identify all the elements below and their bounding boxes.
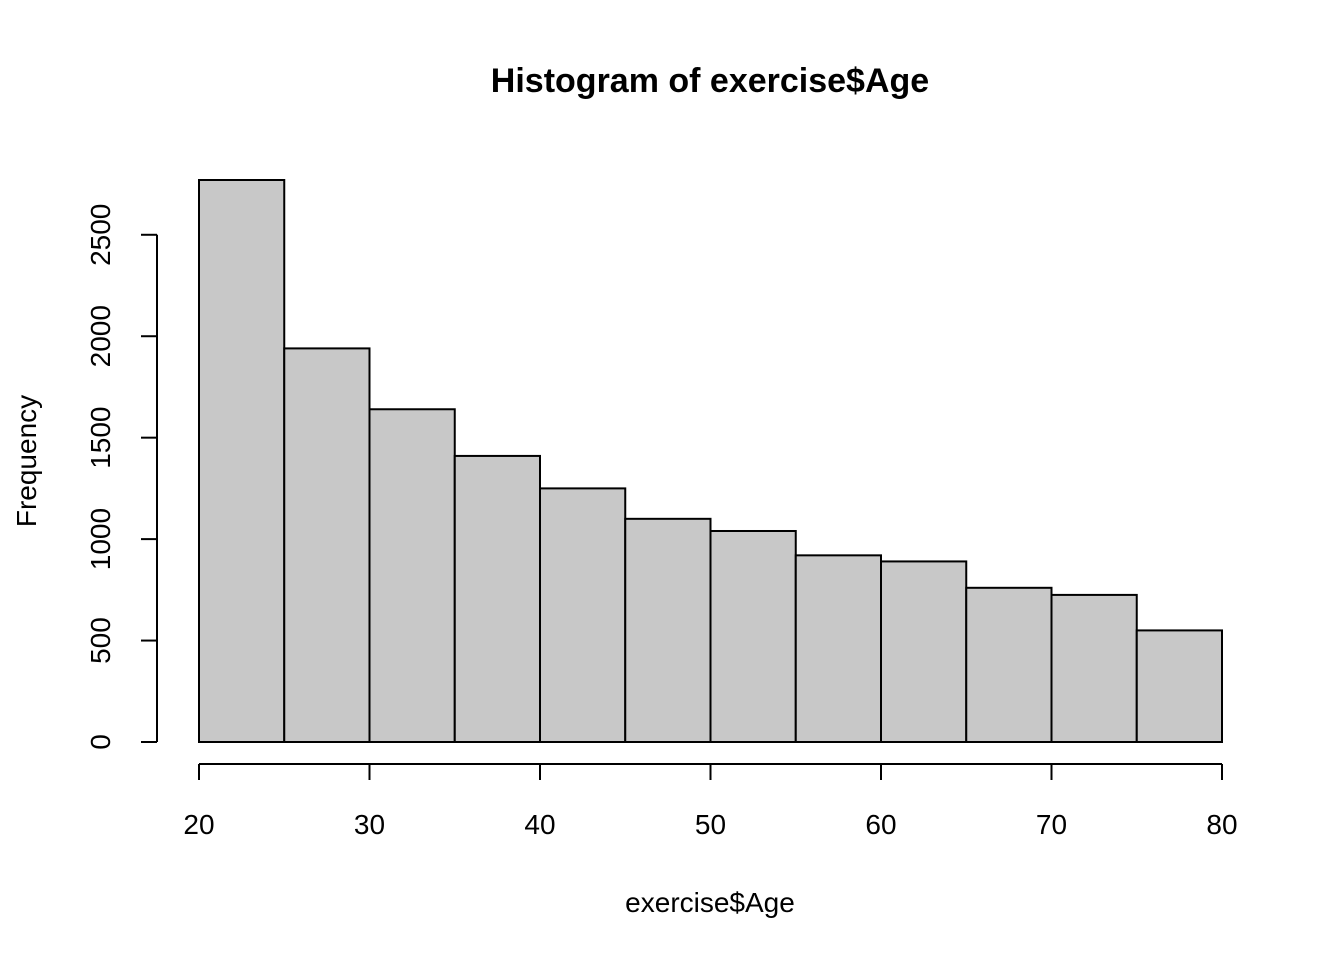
histogram-bar xyxy=(709,529,797,744)
y-axis: 0 500 1000 1500 2000 2500 xyxy=(85,204,158,750)
histogram-bar xyxy=(453,454,541,743)
histogram-bar xyxy=(1135,629,1223,744)
y-tick-label: 500 xyxy=(85,617,116,664)
x-tick-label: 60 xyxy=(865,809,896,840)
chart-title: Histogram of exercise$Age xyxy=(491,62,929,100)
x-axis: 20 30 40 50 60 70 80 xyxy=(183,763,1238,840)
histogram-bar xyxy=(283,347,371,743)
histogram-bar xyxy=(1050,593,1138,743)
y-tick-label: 2500 xyxy=(85,204,116,266)
histogram-bar xyxy=(965,586,1053,743)
y-tick-label: 0 xyxy=(85,734,116,750)
y-tick-label: 2000 xyxy=(85,305,116,367)
x-tick-label: 40 xyxy=(524,809,555,840)
x-tick-label: 80 xyxy=(1206,809,1237,840)
histogram-bar xyxy=(880,560,968,744)
histogram-bar xyxy=(794,554,882,743)
bars-group xyxy=(198,179,1223,744)
x-tick-label: 70 xyxy=(1036,809,1067,840)
histogram-bar xyxy=(624,517,712,744)
y-tick-label: 1000 xyxy=(85,508,116,570)
x-tick-label: 30 xyxy=(354,809,385,840)
histogram-bar xyxy=(539,487,627,743)
histogram-bar xyxy=(198,179,286,743)
histogram-bar xyxy=(368,408,456,743)
x-tick-label: 20 xyxy=(183,809,214,840)
y-axis-label: Frequency xyxy=(11,395,42,527)
x-axis-label: exercise$Age xyxy=(625,887,795,918)
y-tick-label: 1500 xyxy=(85,407,116,469)
x-tick-label: 50 xyxy=(695,809,726,840)
